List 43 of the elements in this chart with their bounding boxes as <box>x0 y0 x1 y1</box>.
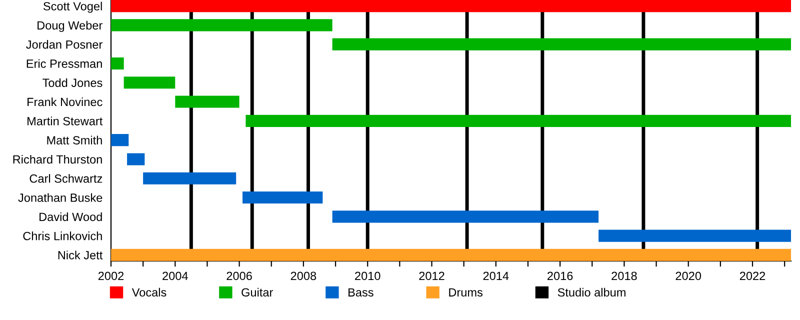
bar <box>175 96 240 108</box>
legend-label: Guitar <box>242 288 273 297</box>
x-tick-label: 2004 <box>162 272 188 280</box>
bar <box>127 153 145 166</box>
bar <box>332 38 791 50</box>
bar <box>242 191 323 204</box>
x-tick-label: 2010 <box>355 272 380 280</box>
bar <box>246 114 791 127</box>
y-tick-label: Scott Vogel <box>43 2 102 13</box>
y-tick-label: Chris Linkovich <box>23 232 102 240</box>
legend-label: Vocals <box>132 288 166 297</box>
bar <box>332 210 599 223</box>
legend-label: Drums <box>449 288 483 297</box>
bar <box>111 19 332 32</box>
y-tick-label: David Wood <box>40 212 102 222</box>
x-tick-label: 2006 <box>226 272 252 280</box>
y-tick-label: Jordan Posner <box>26 40 102 49</box>
legend-label: Studio album <box>558 288 626 297</box>
x-tick-label: 2016 <box>548 272 573 280</box>
x-tick-label: 2022 <box>740 272 766 280</box>
x-tick-label: 2020 <box>676 272 702 280</box>
bar <box>598 230 791 242</box>
y-tick-label: Doug Weber <box>38 20 102 32</box>
y-tick-label: Richard Thurston <box>13 154 102 164</box>
y-tick-label: Jonathan Buske <box>18 193 102 202</box>
y-tick-label: Todd Jones <box>42 78 102 88</box>
bar <box>143 172 236 184</box>
bar <box>111 134 129 146</box>
legend-label: Bass <box>348 288 374 297</box>
y-tick-label: Martin Stewart <box>28 116 103 126</box>
y-tick-label: Matt Smith <box>47 136 102 144</box>
y-tick-label: Eric Pressman <box>26 59 102 68</box>
x-tick-label: 2012 <box>419 272 444 280</box>
bar <box>111 57 124 70</box>
y-tick-label: Frank Novinec <box>28 98 102 106</box>
bar <box>124 76 176 89</box>
y-tick-label: Carl Schwartz <box>30 174 102 183</box>
x-tick-label: 2018 <box>612 272 637 280</box>
x-tick-label: 2014 <box>483 272 509 280</box>
bar <box>111 0 791 12</box>
x-tick-label: 2008 <box>290 272 316 280</box>
y-tick-label: Nick Jett <box>58 250 103 260</box>
x-tick-label: 2002 <box>98 272 124 280</box>
